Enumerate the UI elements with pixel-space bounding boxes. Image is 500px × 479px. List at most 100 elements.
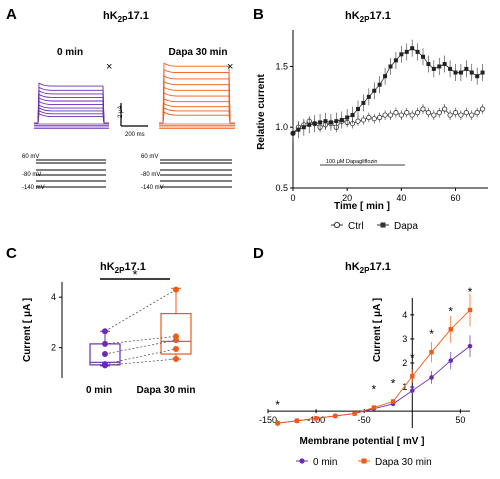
data-point-dapa bbox=[393, 58, 398, 63]
significance-star: * bbox=[132, 267, 137, 282]
data-point-dapa bbox=[448, 66, 453, 71]
x-tick-label: 60 bbox=[450, 193, 460, 203]
data-point-ctrl bbox=[479, 106, 486, 112]
panel-letter-a: A bbox=[6, 6, 17, 23]
data-point-ctrl bbox=[463, 110, 469, 116]
y-tick-label: 3 bbox=[402, 334, 407, 344]
data-point-dapa bbox=[480, 70, 485, 75]
protocol-label-140: -140 mV bbox=[22, 185, 45, 191]
data-point-dapa bbox=[458, 70, 463, 75]
panel-c-ylabel: Current [ μA ] bbox=[22, 298, 33, 362]
significance-star: * bbox=[275, 398, 280, 412]
data-point-ctrl bbox=[377, 114, 383, 121]
data-point-ctrl bbox=[404, 110, 410, 116]
protocol-label-80-dapa: -80 mV bbox=[141, 172, 160, 178]
panel-b-xlabel: Time [ min ] bbox=[334, 201, 390, 212]
legend-ctrl-label: Ctrl bbox=[348, 221, 364, 232]
current-trace bbox=[34, 82, 109, 124]
current-trace bbox=[159, 111, 235, 124]
voltage-protocol: 60 mV -80 mV -140 mV 60 mV -80 mV -140 m… bbox=[22, 154, 232, 191]
significance-star: * bbox=[448, 304, 453, 318]
category-label-0min: 0 min bbox=[86, 385, 112, 396]
data-point-dapa bbox=[410, 374, 415, 379]
panel-b-title: hK2P17.1 bbox=[345, 10, 391, 24]
panel-letter-b: B bbox=[253, 6, 264, 23]
x-tick-label: 20 bbox=[342, 193, 352, 203]
data-point-dapa bbox=[291, 131, 295, 136]
y-tick-label: 4 bbox=[51, 292, 56, 302]
paired-line bbox=[104, 339, 177, 355]
data-point-dapa bbox=[390, 399, 396, 404]
data-point-dapa bbox=[339, 117, 344, 122]
data-point-dapa bbox=[366, 94, 371, 99]
data-point-ctrl bbox=[360, 117, 367, 123]
protocol-label-60: 60 mV bbox=[22, 154, 39, 160]
data-point-dapa bbox=[361, 100, 366, 105]
data-point-ctrl bbox=[469, 112, 475, 118]
panel-c-title: hK2P17.1 bbox=[100, 261, 146, 275]
scale-label-time: 200 ms bbox=[125, 132, 145, 138]
paired-point-0min bbox=[102, 351, 108, 357]
significance-star: * bbox=[410, 351, 415, 365]
current-traces bbox=[34, 62, 235, 129]
data-point-dapa bbox=[307, 122, 312, 127]
legend-dapa-label: Dapa 30 min bbox=[375, 457, 432, 468]
data-point-dapa bbox=[431, 66, 436, 71]
x-tick-label: 0 bbox=[290, 193, 295, 203]
panel-b-series bbox=[290, 39, 486, 142]
data-point-ctrl bbox=[409, 112, 415, 118]
data-point-dapa bbox=[312, 121, 317, 126]
x-tick-label: -150 bbox=[259, 415, 277, 425]
current-trace bbox=[34, 90, 109, 124]
data-point-ctrl bbox=[414, 110, 421, 116]
panel-c: C hK2P17.1 * 24 Current [ μA ] 0 min Dap… bbox=[6, 245, 195, 396]
data-point-ctrl bbox=[393, 110, 399, 116]
paired-point-0min bbox=[102, 340, 108, 347]
protocol-label-60-dapa: 60 mV bbox=[141, 154, 158, 160]
data-point-dapa bbox=[328, 120, 333, 125]
data-point-dapa bbox=[442, 62, 447, 67]
data-point-dapa bbox=[475, 74, 480, 79]
data-point-dapa bbox=[426, 62, 431, 67]
data-point-dapa bbox=[352, 411, 357, 416]
data-point-dapa bbox=[356, 107, 360, 111]
panel-letter-d: D bbox=[253, 245, 264, 262]
protocol-label-140-dapa: -140 mV bbox=[141, 185, 164, 191]
current-trace bbox=[159, 102, 235, 124]
data-point-dapa bbox=[333, 413, 338, 419]
trace-label-0min: 0 min bbox=[57, 47, 83, 58]
current-trace bbox=[34, 107, 109, 124]
current-trace bbox=[34, 112, 109, 124]
current-trace bbox=[159, 92, 235, 124]
data-point-dapa bbox=[404, 49, 409, 54]
current-trace bbox=[159, 62, 235, 124]
data-point-dapa bbox=[437, 64, 442, 69]
data-point-ctrl bbox=[474, 110, 480, 116]
current-trace bbox=[34, 100, 109, 124]
data-point-0min bbox=[448, 358, 454, 363]
data-point-dapa bbox=[410, 46, 415, 51]
panel-d-series: * * * * * * * bbox=[275, 285, 473, 427]
data-point-dapa bbox=[345, 115, 350, 120]
panel-c-axes: 24 bbox=[51, 282, 63, 378]
panel-b-axes: 0 20 40 60 0.5 1.0 1.5 bbox=[275, 30, 488, 203]
data-point-dapa bbox=[429, 349, 434, 355]
data-point-dapa bbox=[453, 70, 458, 75]
data-point-ctrl bbox=[366, 114, 372, 121]
data-point-dapa bbox=[415, 49, 420, 54]
panel-c-boxes bbox=[89, 286, 192, 369]
x-tick-label: -50 bbox=[358, 415, 371, 425]
panel-b-ylabel: Relative current bbox=[256, 74, 267, 150]
data-point-dapa bbox=[464, 66, 469, 71]
data-point-ctrl bbox=[425, 110, 432, 116]
legend-ctrl-marker bbox=[333, 221, 341, 229]
data-point-dapa bbox=[334, 119, 339, 124]
data-point-ctrl bbox=[431, 112, 437, 118]
current-trace bbox=[159, 75, 235, 124]
x-tick-label: 40 bbox=[396, 193, 406, 203]
significance-star: * bbox=[468, 285, 473, 299]
paired-point-0min bbox=[102, 328, 108, 335]
paired-point-dapa bbox=[173, 356, 179, 363]
data-point-dapa bbox=[448, 327, 453, 332]
